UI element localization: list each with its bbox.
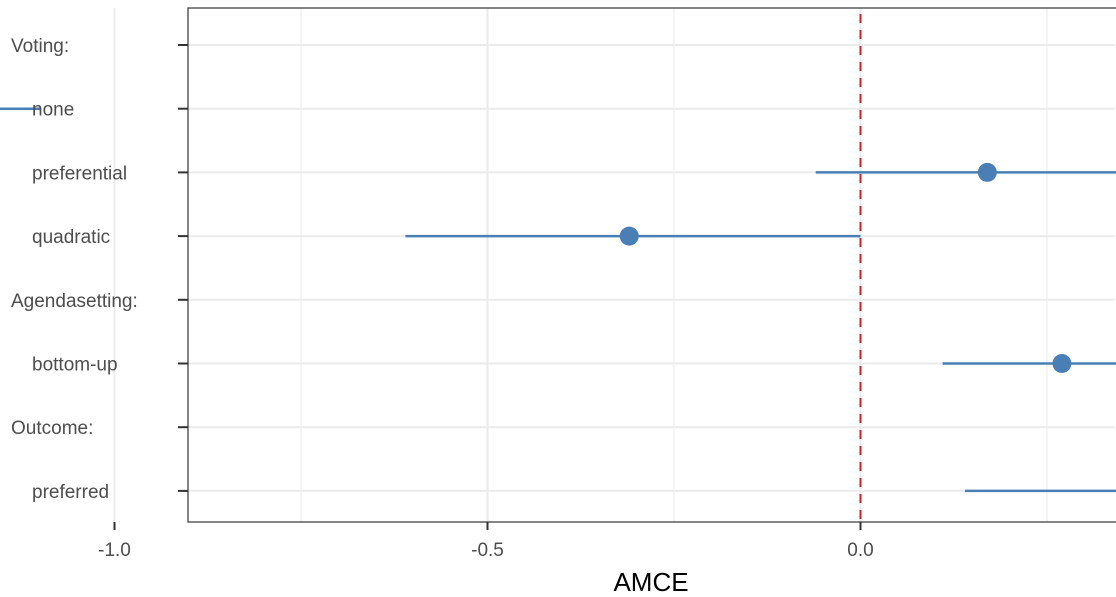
y-axis-labels: Voting: none preferential quadratic Agendase… [11, 36, 138, 503]
estimate-point [1052, 354, 1072, 373]
x-axis-title: AMCE [613, 567, 688, 597]
x-tick-label: -1.0 [98, 540, 131, 561]
x-axis-ticks [113, 522, 862, 530]
x-tick-label: 0.0 [847, 540, 873, 561]
y-tick-label: Agendasetting: [11, 291, 138, 312]
estimate-point [619, 226, 639, 246]
y-tick-label: Outcome: [11, 418, 93, 439]
panel-border [187, 7, 1116, 523]
estimate-points [619, 162, 1072, 373]
y-axis-ticks [178, 44, 188, 492]
y-tick-label: Voting: [11, 36, 69, 57]
y-tick-label: preferential [32, 163, 127, 184]
y-tick-label: quadratic [32, 227, 110, 248]
y-tick-label: none [32, 100, 74, 121]
y-tick-label: preferred [32, 482, 109, 503]
y-tick-label: bottom-up [32, 355, 118, 376]
x-tick-label: -0.5 [471, 540, 504, 561]
x-axis-labels: -1.5-1.0-0.50.00.5 [98, 540, 874, 561]
estimate-point [977, 162, 997, 182]
horizontal-gridlines [188, 44, 1115, 492]
